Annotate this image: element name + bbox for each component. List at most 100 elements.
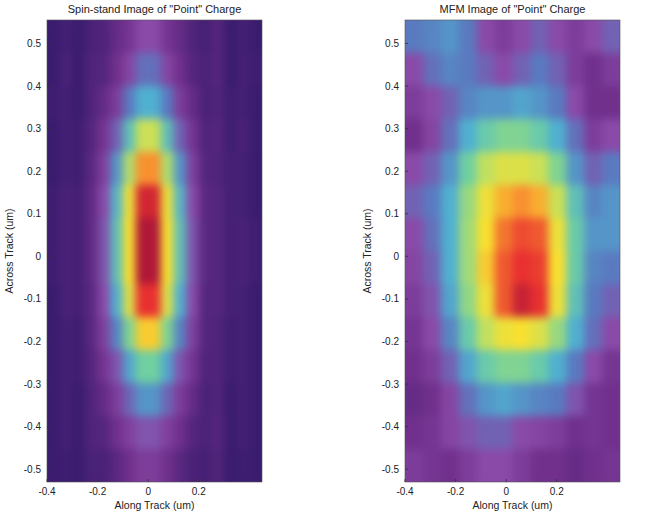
cell (548, 119, 567, 153)
cell (110, 284, 123, 318)
x-tick (455, 479, 456, 482)
cell (110, 20, 123, 54)
cell (72, 350, 85, 384)
cell (459, 218, 478, 252)
cell (60, 53, 73, 87)
cell (110, 317, 123, 351)
y-tick-label: 0.3 (27, 123, 41, 134)
cell (161, 449, 174, 482)
cell (477, 86, 496, 120)
cell (495, 185, 514, 219)
cell (566, 416, 585, 450)
y-axis-title: Across Track (um) (361, 208, 373, 293)
cell (199, 86, 212, 120)
cell (123, 284, 136, 318)
cell (423, 251, 442, 285)
cell (186, 53, 199, 87)
cell (72, 20, 85, 54)
cell (566, 53, 585, 87)
cell (495, 317, 514, 351)
cell (161, 53, 174, 87)
cell (85, 350, 98, 384)
cell (98, 449, 111, 482)
cell (136, 218, 149, 252)
cell (98, 251, 111, 285)
cell (98, 119, 111, 153)
cell (199, 185, 212, 219)
y-tick-label: -0.2 (382, 336, 400, 347)
cell (85, 218, 98, 252)
cell (123, 449, 136, 482)
cell (98, 86, 111, 120)
cell (495, 20, 514, 54)
cell (211, 317, 224, 351)
cell (459, 317, 478, 351)
cell (423, 152, 442, 186)
y-tick (405, 171, 408, 172)
cell (477, 350, 496, 384)
cell (548, 218, 567, 252)
cell (513, 449, 532, 482)
cell (530, 86, 549, 120)
cell (72, 119, 85, 153)
cell (530, 251, 549, 285)
cell (186, 284, 199, 318)
cell (85, 53, 98, 87)
cell (513, 86, 532, 120)
cell (441, 416, 460, 450)
y-tick-label: -0.3 (382, 379, 400, 390)
cell (566, 350, 585, 384)
y-tick (47, 384, 50, 385)
cell (602, 383, 620, 417)
cell (459, 119, 478, 153)
cell (60, 119, 73, 153)
cell (602, 218, 620, 252)
cell (211, 416, 224, 450)
cell (459, 152, 478, 186)
cell (548, 86, 567, 120)
x-tick-label: -0.2 (447, 486, 465, 497)
cell (584, 119, 603, 153)
cell (110, 152, 123, 186)
cell (199, 20, 212, 54)
cell (459, 416, 478, 450)
cell (123, 185, 136, 219)
cell (548, 416, 567, 450)
cell (72, 449, 85, 482)
cell (249, 383, 262, 417)
cell (477, 416, 496, 450)
y-tick-label: -0.2 (24, 336, 42, 347)
cell (441, 251, 460, 285)
cell (548, 383, 567, 417)
cell (211, 284, 224, 318)
cell (211, 449, 224, 482)
cell (530, 53, 549, 87)
cell (566, 119, 585, 153)
cell (584, 284, 603, 318)
cell (60, 185, 73, 219)
cell (548, 152, 567, 186)
cell (495, 152, 514, 186)
cell (136, 251, 149, 285)
cell (110, 218, 123, 252)
cell (224, 317, 237, 351)
cell (161, 20, 174, 54)
cell (237, 284, 250, 318)
cell (98, 350, 111, 384)
cell (513, 20, 532, 54)
cell (186, 383, 199, 417)
cell (441, 350, 460, 384)
cell (405, 119, 424, 153)
cell (566, 185, 585, 219)
cell (584, 416, 603, 450)
cell (211, 152, 224, 186)
cell (224, 119, 237, 153)
cell (237, 53, 250, 87)
cell (423, 383, 442, 417)
y-tick-label: -0.4 (24, 421, 42, 432)
cell (136, 284, 149, 318)
cell (186, 251, 199, 285)
cell (477, 185, 496, 219)
cell (72, 53, 85, 87)
cell (85, 317, 98, 351)
